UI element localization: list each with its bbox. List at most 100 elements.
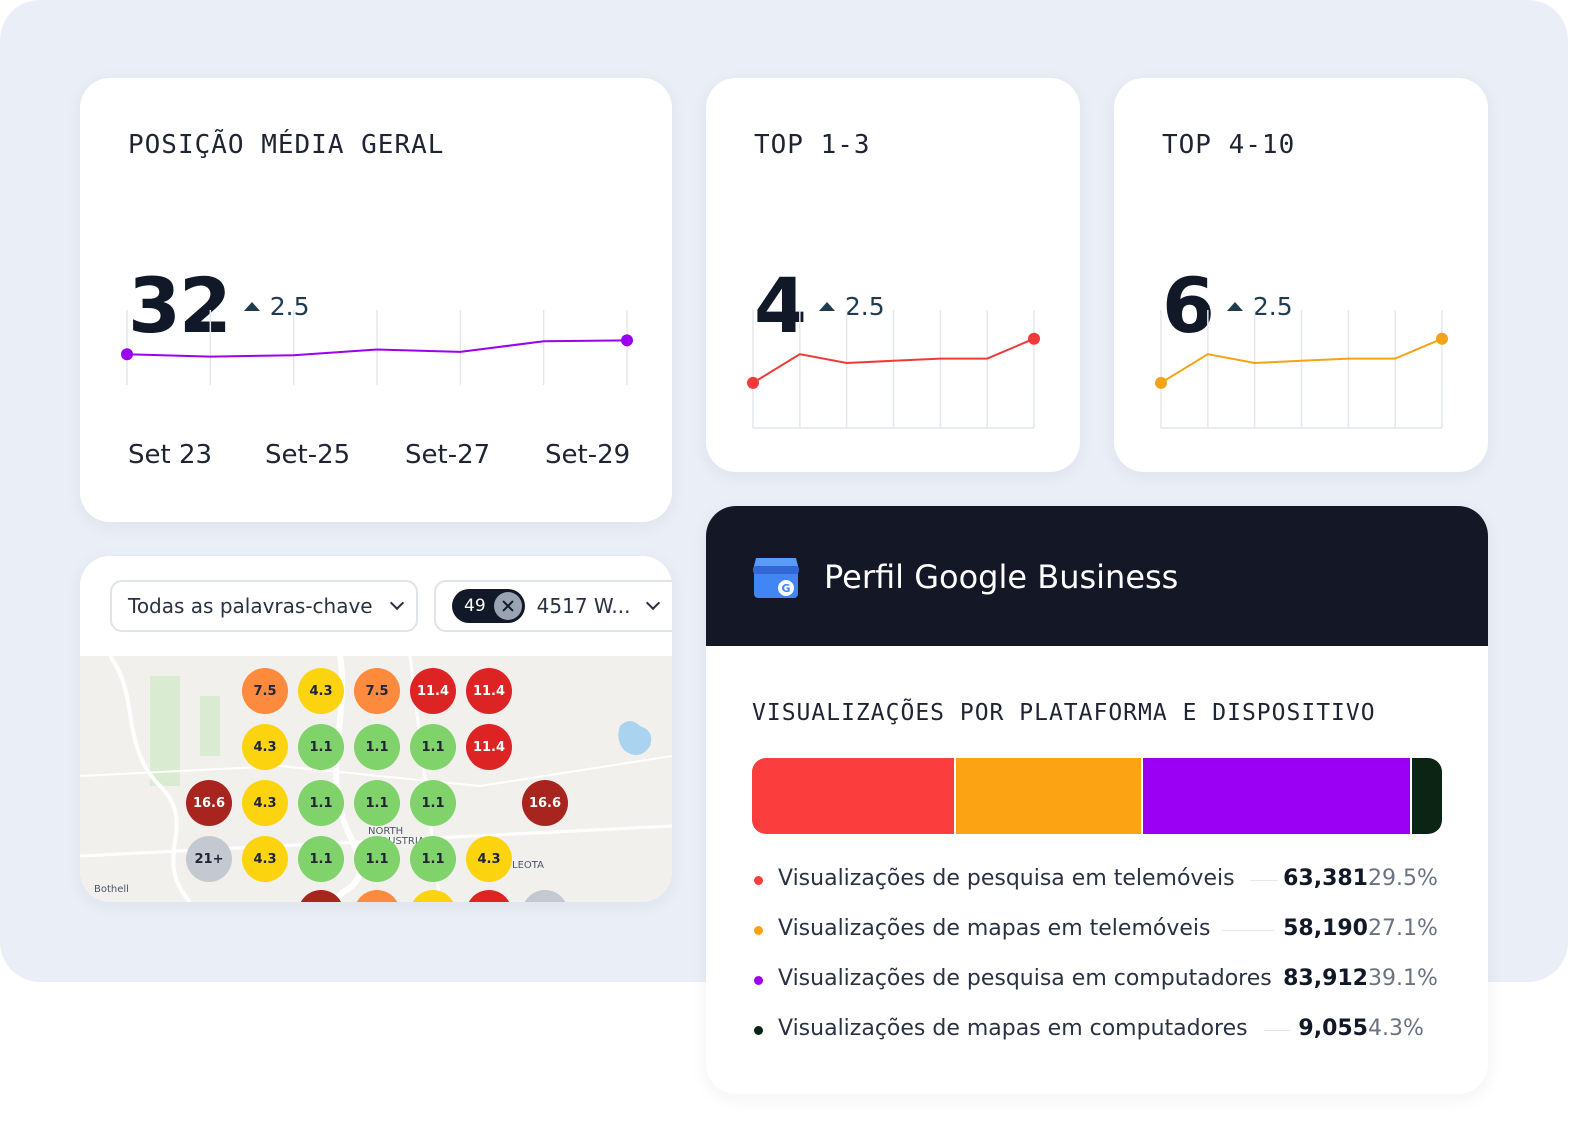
delta-indicator: 2.5 [818,291,885,321]
legend-label: Visualizações de mapas em telemóveis [778,916,1211,941]
bar-segment[interactable] [1412,758,1442,834]
rank-dot[interactable]: 1.1 [410,836,456,882]
leader-line [1264,1030,1290,1031]
google-business-card: G Perfil Google Business VISUALIZAÇÕES P… [706,506,1488,1094]
chevron-down-icon [389,595,405,611]
legend-dot [754,1026,763,1035]
rank-dot[interactable]: 16.6 [186,780,232,826]
rank-dot[interactable] [410,890,456,902]
legend-row: Visualizações de mapas em telemóveis 58,… [752,914,1442,964]
arrow-up-icon [1226,301,1243,311]
rank-dot[interactable]: 1.1 [354,836,400,882]
rank-dot[interactable]: 4.3 [242,724,288,770]
rank-dot[interactable]: 4.3 [298,668,344,714]
card-title: TOP 1-3 [754,130,871,160]
rank-dot[interactable]: 1.1 [298,724,344,770]
rank-dot[interactable]: 4.3 [466,836,512,882]
map-place-label: LEOTA [512,860,544,871]
keywords-select-value: Todas as palavras-chave [128,594,373,618]
rank-dot[interactable]: 11.4 [410,668,456,714]
data-point[interactable] [121,348,133,361]
legend-dot [754,926,763,935]
rank-dot[interactable]: 1.1 [410,724,456,770]
x-tick-label: Set-27 [405,440,491,470]
rank-dot[interactable]: 11.4 [466,724,512,770]
rank-dot[interactable]: 11.4 [466,668,512,714]
x-tick-label: Set 23 [128,440,213,470]
legend-percent: 4.3% [1368,1016,1424,1041]
x-tick-label: Set-25 [265,440,351,470]
delta-value: 2.5 [1252,291,1293,321]
location-count-pill: 49 [452,589,525,623]
top-4-10-line-chart [1155,310,1448,429]
legend-row: Visualizações de pesquisa em computadore… [752,964,1442,1014]
delta-value: 2.5 [269,291,310,321]
map-place-label: NORTH [368,826,404,837]
legend-value: 63,381 [1283,866,1368,891]
legend-dot [754,876,763,885]
views-stacked-bar [752,758,1442,834]
rank-dot[interactable]: 7.5 [242,668,288,714]
legend-label: Visualizações de pesquisa em telemóveis [778,866,1235,891]
location-select[interactable]: 49 4517 W... [434,580,672,632]
arrow-up-icon [243,301,260,311]
legend-percent: 29.5% [1368,866,1438,891]
top-4-10-card: TOP 4-10 6 2.5 [1114,78,1488,472]
rank-dot[interactable]: 4.3 [242,836,288,882]
arrow-up-icon [818,301,835,311]
map-place-label: INDUSTRIAL [370,836,431,847]
rank-dot[interactable]: 1.1 [410,780,456,826]
leader-line [1222,930,1274,931]
map-place-label: Bothell [94,884,129,895]
views-section-title: VISUALIZAÇÕES POR PLATAFORMA E DISPOSITI… [752,700,1376,726]
series-line [1160,337,1443,384]
legend-row: Visualizações de pesquisa em telemóveis … [752,864,1442,914]
top-4-10-value: 6 [1162,261,1215,350]
close-icon[interactable] [493,592,522,620]
bar-segment[interactable] [752,758,956,834]
data-point[interactable] [1155,376,1167,389]
data-point[interactable] [621,334,633,347]
rank-dot[interactable] [522,890,568,902]
map[interactable]: Bothell LEOTA NORTH INDUSTRIAL 7.5 4.3 7… [80,656,672,902]
x-tick-label: Set-29 [545,440,631,470]
bar-segment[interactable] [955,758,1143,834]
leader-line [1250,880,1278,881]
rank-dot[interactable]: 1.1 [354,724,400,770]
legend-label: Visualizações de pesquisa em computadore… [778,966,1272,991]
google-business-title: Perfil Google Business [824,558,1179,596]
bar-segment[interactable] [1142,758,1413,834]
data-point[interactable] [747,376,759,389]
rank-dot[interactable]: 1.1 [298,780,344,826]
map-filters: Todas as palavras-chave 49 4517 W... [80,556,672,656]
rank-dot[interactable] [466,890,512,902]
legend-row: Visualizações de mapas em computadores 9… [752,1014,1442,1064]
top-1-3-card: TOP 1-3 4 2.5 [706,78,1080,472]
average-position-value: 32 [128,261,232,350]
series-line [752,337,1035,384]
google-business-icon: G [753,558,799,598]
legend-value: 58,190 [1283,916,1368,941]
keywords-select[interactable]: Todas as palavras-chave [110,580,418,632]
top-1-3-line-chart [747,310,1040,429]
legend-label: Visualizações de mapas em computadores [778,1016,1248,1041]
location-count: 49 [464,596,486,616]
data-point[interactable] [1436,332,1448,345]
data-point[interactable] [1028,332,1040,345]
delta-value: 2.5 [844,291,885,321]
series-line [126,339,628,358]
rank-dot[interactable]: 1.1 [298,836,344,882]
average-position-card: POSIÇÃO MÉDIA GERAL 32 2.5 Set 23 Set-25… [80,78,672,522]
rank-dot[interactable]: 1.1 [354,780,400,826]
legend-percent: 27.1% [1368,916,1438,941]
rank-dot[interactable] [298,890,344,902]
rank-dot[interactable]: 4.3 [242,780,288,826]
rank-dot[interactable] [354,890,400,902]
legend-value: 9,055 [1298,1016,1368,1041]
rank-dot[interactable]: 21+ [186,836,232,882]
rank-dot[interactable]: 7.5 [354,668,400,714]
rank-dot[interactable]: 16.6 [522,780,568,826]
views-legend: Visualizações de pesquisa em telemóveis … [752,864,1442,1064]
card-title: POSIÇÃO MÉDIA GERAL [128,130,445,160]
delta-indicator: 2.5 [1226,291,1293,321]
